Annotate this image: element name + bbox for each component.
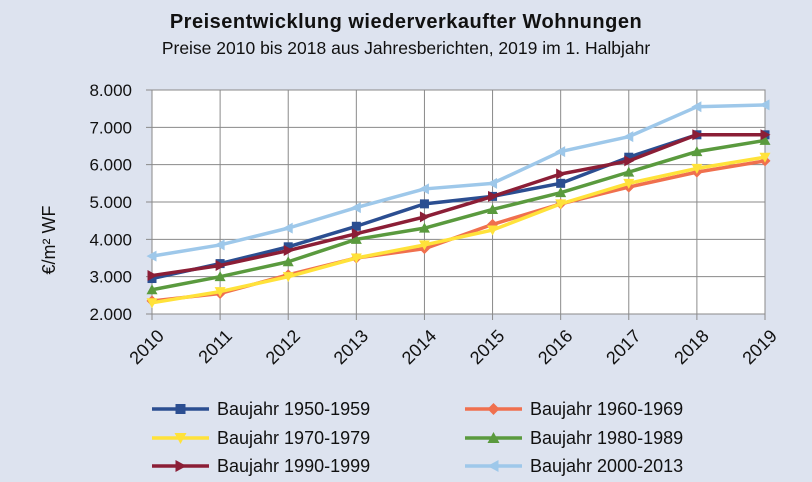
data-point-marker [215, 259, 226, 271]
series-line [151, 155, 766, 305]
legend-label: Baujahr 1970-1979 [217, 428, 370, 448]
x-tick-label: 2010 [125, 326, 167, 368]
legend-label: Baujahr 1980-1989 [530, 428, 683, 448]
data-point-marker [146, 284, 158, 295]
data-point-marker [691, 146, 703, 157]
data-point-marker [147, 270, 158, 282]
data-point-marker [759, 134, 771, 145]
data-point-marker [556, 178, 566, 188]
legend-marker [174, 433, 187, 444]
legend-item: Baujahr 1990-1999 [152, 456, 370, 476]
data-point-marker [487, 225, 499, 236]
legend-item: Baujahr 1970-1979 [152, 428, 370, 448]
data-point-marker [214, 239, 225, 251]
data-point-marker [418, 222, 430, 233]
series-line [151, 138, 766, 292]
chart-title: Preisentwicklung wiederverkaufter Wohnun… [169, 11, 643, 33]
y-tick-label: 7.000 [89, 118, 132, 137]
data-point-marker [555, 146, 566, 158]
data-point-marker [555, 199, 567, 210]
legend-item: Baujahr 1980-1989 [465, 428, 683, 448]
x-tick-label: 2019 [738, 326, 780, 368]
data-point-marker [146, 298, 158, 309]
chart-subtitle: Preise 2010 bis 2018 aus Jahresberichten… [161, 38, 651, 58]
data-point-marker [623, 166, 635, 177]
y-tick-label: 2.000 [89, 305, 132, 324]
y-tick-label: 3.000 [89, 268, 132, 287]
data-point-marker [283, 242, 293, 252]
data-point-marker [759, 152, 771, 163]
data-point-marker [487, 177, 498, 189]
legend-label: Baujahr 1990-1999 [217, 456, 370, 476]
series-lines [146, 99, 771, 309]
data-point-marker [282, 272, 294, 283]
x-tick-label: 2012 [262, 326, 304, 368]
data-point-marker [282, 222, 293, 234]
data-point-marker [692, 129, 703, 141]
grid [146, 89, 766, 320]
x-tick-label: 2017 [602, 326, 644, 368]
data-point-marker [624, 152, 634, 162]
data-point-marker [419, 211, 430, 223]
data-point-marker [283, 245, 294, 257]
legend-label: Baujahr 1960-1969 [530, 399, 683, 419]
legend-label: Baujahr 2000-2013 [530, 456, 683, 476]
x-tick-label: 2018 [670, 326, 712, 368]
legend-marker [487, 403, 500, 415]
data-point-marker [759, 99, 770, 111]
data-point-marker [418, 183, 429, 195]
data-point-marker [623, 131, 634, 143]
legend-marker [487, 460, 499, 472]
series-3 [146, 152, 771, 309]
x-axis-ticks: 2010 2011 2012 2013 2014 2015 2016 2017 2018 2019 [125, 326, 780, 368]
series-6 [146, 99, 770, 262]
y-tick-label: 8.000 [89, 81, 132, 100]
x-tick-label: 2015 [466, 326, 508, 368]
data-point-marker [282, 256, 294, 267]
data-point-marker [555, 187, 567, 198]
series-5 [147, 129, 771, 282]
data-point-marker [350, 253, 362, 264]
legend-marker [487, 432, 500, 443]
x-tick-label: 2013 [330, 326, 372, 368]
data-point-marker [214, 271, 226, 282]
x-tick-label: 2016 [534, 326, 576, 368]
y-tick-label: 4.000 [89, 230, 132, 249]
data-point-marker [488, 190, 499, 202]
legend-label: Baujahr 1950-1959 [217, 399, 370, 419]
x-tick-label: 2011 [194, 326, 236, 368]
legend-marker [175, 404, 186, 414]
data-point-marker [418, 240, 430, 251]
data-point-marker [623, 178, 635, 189]
data-point-marker [624, 155, 635, 167]
legend-item: Baujahr 2000-2013 [465, 456, 683, 476]
data-point-marker [350, 233, 362, 244]
data-point-marker [419, 199, 429, 209]
data-point-marker [351, 221, 361, 231]
data-point-marker [487, 203, 499, 214]
data-point-marker [556, 168, 567, 180]
y-axis-ticks: 2.000 3.000 4.000 5.000 6.000 7.000 8.000 [89, 81, 132, 324]
x-tick-label: 2014 [398, 326, 440, 368]
data-point-marker [350, 202, 361, 214]
legend-marker [175, 460, 187, 472]
y-tick-label: 6.000 [89, 156, 132, 175]
legend-item: Baujahr 1950-1959 [152, 399, 370, 419]
y-axis-label: €/m² WF [39, 206, 59, 275]
legend-item: Baujahr 1960-1969 [465, 399, 683, 419]
data-point-marker [760, 129, 771, 141]
series-line [151, 103, 766, 258]
y-tick-label: 5.000 [89, 193, 132, 212]
data-point-marker [691, 101, 702, 113]
series-line [151, 133, 765, 278]
data-point-marker [214, 287, 226, 298]
data-point-marker [351, 228, 362, 240]
data-point-marker [691, 163, 703, 174]
data-point-marker [146, 250, 157, 262]
series-4 [146, 134, 771, 295]
legend: Baujahr 1950-1959 Baujahr 1960-1969 Baujah… [152, 399, 683, 476]
